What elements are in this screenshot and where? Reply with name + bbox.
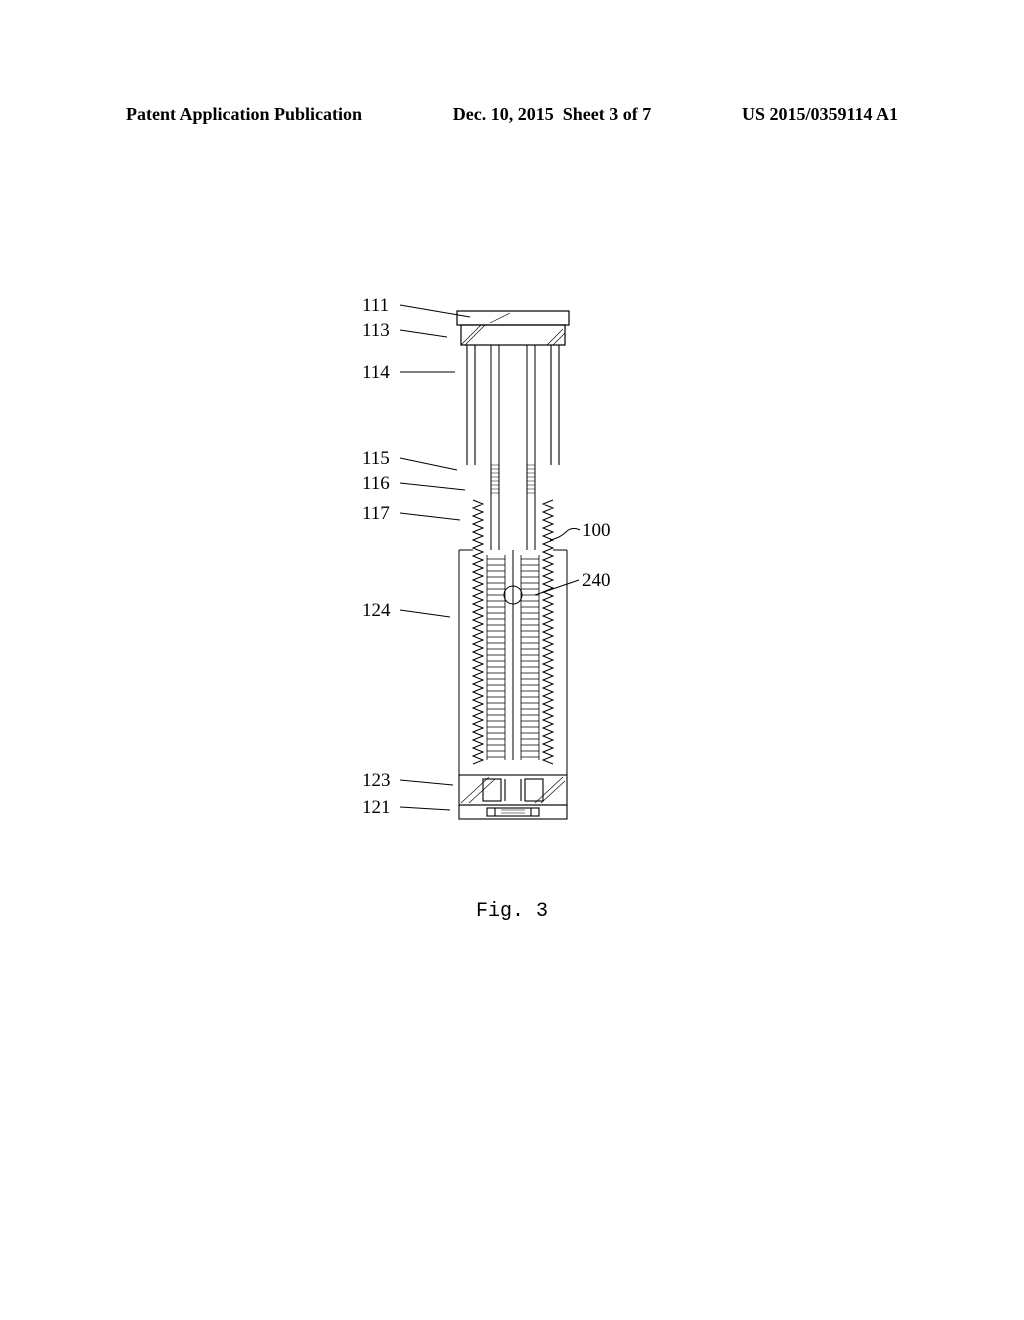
publication-date: Dec. 10, 2015 Sheet 3 of 7 [453, 104, 651, 125]
ref-100: 100 [582, 520, 611, 542]
figure-caption: Fig. 3 [0, 900, 1024, 923]
page-header: Patent Application Publication Dec. 10, … [0, 104, 1024, 125]
ref-240: 240 [582, 570, 611, 592]
publication-label: Patent Application Publication [126, 104, 362, 125]
ref-113: 113 [362, 320, 390, 342]
ref-123: 123 [362, 770, 391, 792]
publication-number: US 2015/0359114 A1 [742, 104, 898, 125]
ref-111: 111 [362, 295, 389, 317]
ref-124: 124 [362, 600, 391, 622]
ref-117: 117 [362, 503, 390, 525]
ref-115: 115 [362, 448, 390, 470]
figure-area: 111 113 114 115 116 117 100 240 124 123 … [355, 295, 670, 840]
ref-116: 116 [362, 473, 390, 495]
patent-page: Patent Application Publication Dec. 10, … [0, 0, 1024, 1320]
ref-121: 121 [362, 797, 391, 819]
leader-lines [355, 295, 670, 840]
ref-114: 114 [362, 362, 390, 384]
